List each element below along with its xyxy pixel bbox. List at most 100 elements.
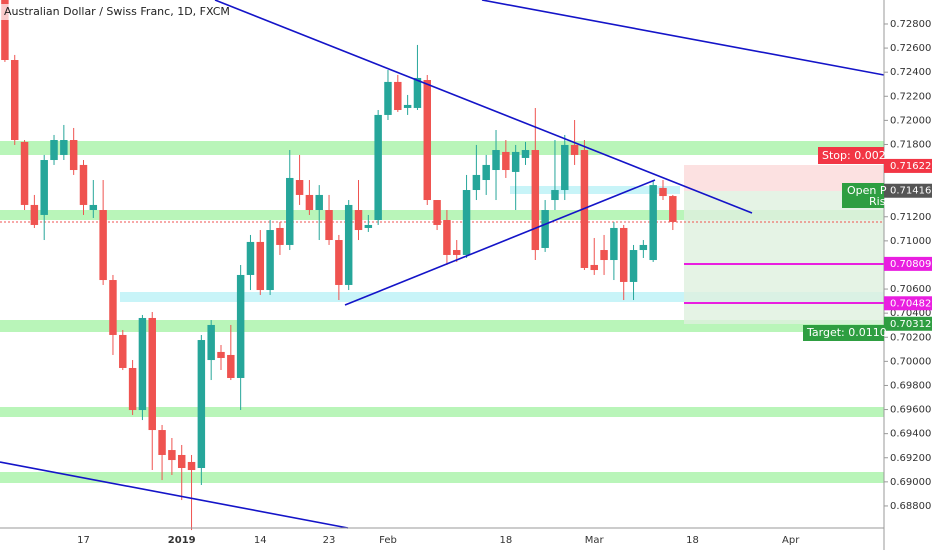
price-label: 0.70312 [890,319,931,330]
candle-body [119,334,127,368]
candle-body [1,0,9,61]
candle-body [335,240,343,285]
x-tick-label: 18 [686,535,699,546]
open-label: Open P [847,184,887,197]
y-tick-label: 0.72800 [890,19,931,30]
price-label-box [884,296,932,311]
candle-body [462,190,471,255]
candle-body [472,174,481,191]
candle-body [187,461,196,471]
candle-body [521,150,530,158]
y-tick-label: 0.70400 [890,308,931,319]
stop-label: Stop: 0.002 [822,149,886,162]
candle-body [138,317,147,411]
candle-body [168,450,176,461]
candle-body [374,114,382,221]
stop-box [818,147,884,164]
candle-body [364,224,373,228]
candle-body [443,220,451,255]
candle-body [197,340,206,468]
candle-body [50,140,58,161]
candle-body [502,151,510,171]
open-box [842,183,884,208]
candle-body [325,210,333,241]
support-zone [0,141,884,155]
candle-body [295,180,304,195]
candle-body [561,144,569,191]
candle-body [60,140,68,155]
price-label: 0.70482 [890,298,931,309]
x-tick-label: 2019 [168,535,196,546]
candle-body [639,244,648,251]
candle-body [669,196,677,222]
x-tick-label: Apr [782,535,800,546]
candle-body [629,250,638,282]
y-tick-label: 0.71800 [890,139,931,150]
candle-body [305,194,314,211]
candle-body [109,280,117,335]
price-label-box [884,158,932,173]
x-tick-label: 17 [77,535,90,546]
risk-label: Ris [869,195,886,208]
reward-area [684,191,884,324]
candle-body [79,164,88,205]
candle-body [99,210,107,281]
candle-body [413,77,422,108]
candle-body [177,454,186,468]
candle-body [20,141,29,205]
candle-body [246,241,255,275]
y-tick-label: 0.72200 [890,91,931,102]
trend-line [481,0,885,76]
candle-body [551,190,559,201]
candle-body [541,210,549,248]
candle-body [394,81,402,111]
price-label-box [884,183,932,198]
price-label: 0.70809 [890,259,931,270]
candle-body [227,354,235,378]
candle-body [128,367,137,411]
candle-body [286,177,294,245]
cyan-zone [510,186,680,194]
y-tick-label: 0.68800 [890,501,931,512]
x-tick-label: 18 [499,535,512,546]
candle-body [384,81,392,115]
candle-body [482,164,490,181]
y-tick-label: 0.71200 [890,212,931,223]
price-label-box [884,316,932,331]
support-zone [0,320,884,332]
axes: 0.68800 0.69000 0.69200 0.69400 0.69600 0.698… [77,19,932,546]
candle-body [570,144,579,155]
candle-body [315,194,323,211]
candle-body [148,317,156,431]
candle-body [619,227,628,282]
trend-line [344,179,656,306]
candle-body [236,274,245,378]
support-zone [0,210,884,220]
target-label: Target: 0.0110 [806,326,887,339]
candles [1,0,677,531]
candle-body [649,185,657,261]
candle-body [11,60,19,141]
candle-body [217,351,225,358]
y-tick-label: 0.72000 [890,115,931,126]
candle-body [69,140,78,171]
y-tick-label: 0.69400 [890,429,931,440]
y-tick-label: 0.70200 [890,332,931,343]
y-tick-label: 0.69000 [890,477,931,488]
candle-body [423,80,431,201]
candle-body [256,241,265,291]
x-tick-label: 14 [254,535,267,546]
x-tick-label: 23 [323,535,336,546]
candle-body [354,210,363,231]
candle-body [207,324,215,361]
target-box [803,325,884,341]
price-label: 0.71622 [890,161,931,172]
y-tick-label: 0.69800 [890,380,931,391]
y-tick-label: 0.71000 [890,236,931,247]
trend-line [0,461,349,529]
y-tick-label: 0.72400 [890,67,931,78]
y-tick-label: 0.69200 [890,453,931,464]
candle-body [276,227,284,245]
y-tick-label: 0.70600 [890,284,931,295]
candle-body [433,200,441,225]
